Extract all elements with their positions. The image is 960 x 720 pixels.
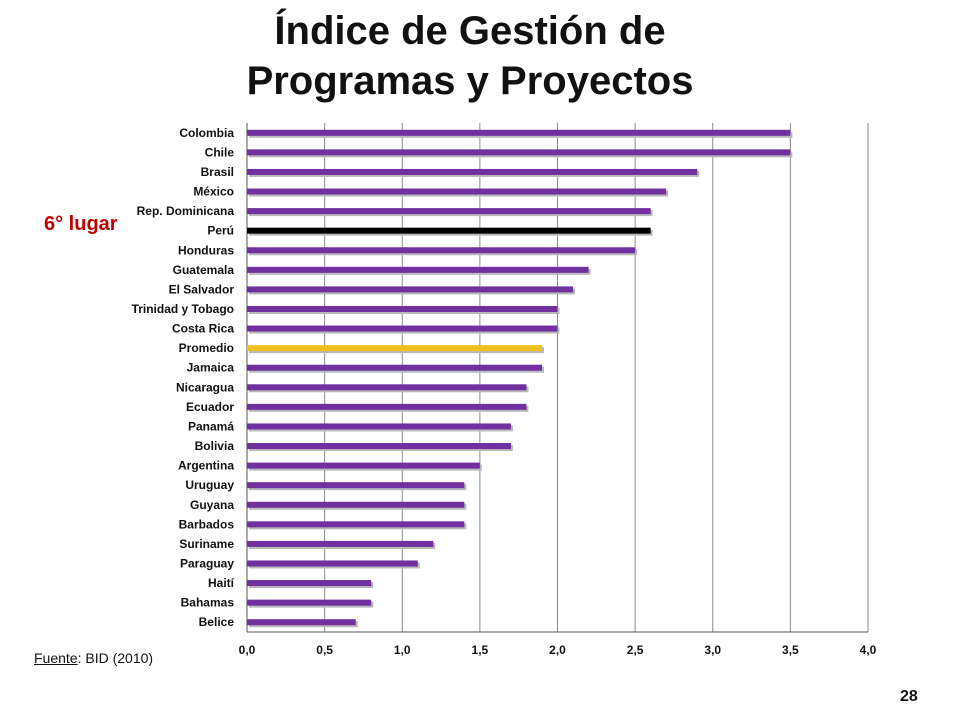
- title-line-2: Programas y Proyectos: [246, 59, 694, 103]
- bar: [247, 599, 372, 606]
- bar: [247, 560, 418, 567]
- category-label: Costa Rica: [172, 322, 234, 336]
- x-tick-label: 1,5: [472, 643, 489, 657]
- bar: [247, 208, 651, 215]
- x-tick-label: 1,0: [394, 643, 411, 657]
- category-label: Promedio: [179, 341, 234, 355]
- bar: [247, 403, 527, 410]
- x-tick-labels: 0,0 0,5 1,0 1,5 2,0 2,5 3,0 3,5 4,0: [239, 643, 877, 657]
- rank-callout: 6° lugar: [44, 213, 118, 235]
- category-label: Jamaica: [187, 361, 235, 375]
- category-label: Guyana: [190, 498, 234, 512]
- category-label: Bahamas: [181, 596, 235, 610]
- category-label: Guatemala: [173, 263, 235, 277]
- page-number: 28: [900, 688, 918, 705]
- category-label: Argentina: [178, 459, 234, 473]
- source-note: Fuente: BID (2010): [34, 650, 153, 666]
- category-label: Ecuador: [186, 400, 234, 414]
- bar: [247, 305, 558, 312]
- category-label: Chile: [205, 145, 235, 159]
- bar: [247, 482, 465, 489]
- bar: [247, 540, 434, 547]
- category-label: Paraguay: [180, 556, 234, 570]
- bar: [247, 149, 791, 156]
- bar: [247, 364, 542, 371]
- bar: [247, 227, 651, 234]
- bar: [247, 423, 511, 430]
- x-tick-label: 0,5: [316, 643, 333, 657]
- bar: [247, 129, 791, 136]
- bar: [247, 247, 636, 254]
- bar: [247, 286, 574, 293]
- x-tick-label: 3,0: [704, 643, 721, 657]
- bar: [247, 325, 558, 332]
- bar: [247, 168, 698, 175]
- chart-title: Índice de Gestión de Programas y Proyect…: [120, 6, 820, 106]
- category-label: Bolivia: [195, 439, 235, 453]
- category-label: Nicaragua: [176, 380, 234, 394]
- category-label: Panamá: [188, 419, 234, 433]
- category-label: México: [193, 185, 234, 199]
- x-tick-label: 4,0: [860, 643, 877, 657]
- bar: [247, 188, 667, 195]
- bar: [247, 384, 527, 391]
- category-label: Barbados: [179, 517, 235, 531]
- x-tick-label: 0,0: [239, 643, 256, 657]
- bar: [247, 501, 465, 508]
- category-label: Honduras: [178, 243, 234, 257]
- bar: [247, 521, 465, 528]
- category-label: Suriname: [179, 537, 234, 551]
- category-label: Rep. Dominicana: [137, 204, 235, 218]
- category-label: Perú: [207, 224, 234, 238]
- bar: [247, 345, 542, 352]
- category-label: Brasil: [201, 165, 234, 179]
- category-label: El Salvador: [169, 282, 235, 296]
- x-tick-label: 2,5: [627, 643, 644, 657]
- title-line-1: Índice de Gestión de: [274, 9, 666, 53]
- gridlines: [246, 123, 869, 633]
- bar: [247, 443, 511, 450]
- x-tick-label: 3,5: [782, 643, 799, 657]
- category-label: Haití: [208, 576, 235, 590]
- source-label: Fuente: [34, 650, 78, 666]
- category-labels: Colombia Chile Brasil México Rep. Dominicana…: [132, 126, 235, 629]
- category-label: Trinidad y Tobago: [132, 302, 234, 316]
- source-text: : BID (2010): [77, 650, 154, 666]
- bar: [247, 266, 589, 273]
- bar: [247, 462, 480, 469]
- category-label: Colombia: [179, 126, 234, 140]
- category-label: Belice: [199, 615, 235, 629]
- bar: [247, 619, 356, 626]
- x-tick-label: 2,0: [549, 643, 566, 657]
- category-label: Uruguay: [185, 478, 234, 492]
- bars: [247, 129, 793, 628]
- bar: [247, 580, 372, 587]
